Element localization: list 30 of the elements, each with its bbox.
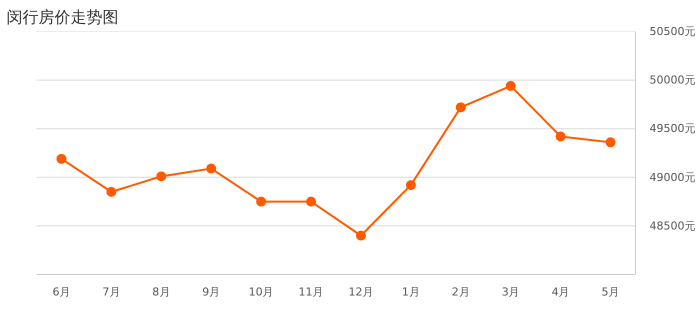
x-tick-label: 2月 (452, 286, 470, 298)
y-tick-label: 49000元 (650, 170, 696, 184)
x-tick-label: 5月 (602, 286, 620, 298)
y-tick-label: 48500元 (650, 219, 696, 232)
point (106, 186, 116, 197)
chart-title: 闵行房价走势图 (6, 8, 118, 26)
point (556, 131, 566, 142)
x-tick-label: 12月 (348, 286, 374, 298)
point (506, 80, 516, 91)
x-tick-label: 6月 (52, 286, 70, 298)
y-tick-label: 50000元 (650, 74, 696, 87)
point (306, 196, 316, 207)
point (456, 102, 466, 112)
x-tick-label: 11月 (298, 286, 324, 298)
x-tick-label: 9月 (202, 286, 220, 298)
x-tick-label: 8月 (152, 286, 170, 298)
point (356, 230, 366, 241)
point (406, 180, 416, 190)
x-tick-label: 1月 (402, 286, 420, 298)
point (156, 171, 166, 182)
point (206, 164, 216, 174)
x-tick-label: 10月 (248, 286, 274, 298)
point (256, 196, 266, 207)
y-tick-label: 49500元 (650, 122, 696, 136)
x-tick-label: 3月 (502, 286, 520, 298)
x-tick-label: 4月 (552, 286, 570, 298)
point (606, 137, 616, 148)
x-tick-label: 7月 (102, 286, 120, 298)
point (56, 154, 66, 164)
y-tick-label: 50500元 (650, 25, 696, 38)
